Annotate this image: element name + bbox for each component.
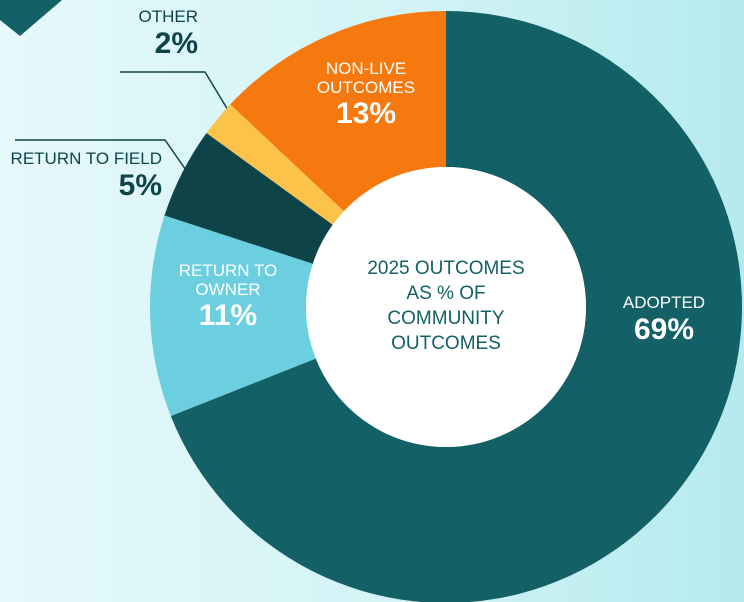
- value-label: 2%: [154, 26, 198, 60]
- category-label: NON-LIVE OUTCOMES: [316, 59, 416, 97]
- slice-label: RETURN TO OWNER 11%: [168, 261, 288, 333]
- slice-label: NON-LIVE OUTCOMES 13%: [306, 59, 426, 131]
- category-label: RETURN TO OWNER: [178, 261, 278, 299]
- donut-slice: [150, 215, 316, 416]
- donut-slice: [206, 104, 344, 225]
- slice-label: ADOPTED 69%: [604, 293, 724, 346]
- value-label: 13%: [335, 97, 397, 131]
- leader-line: [15, 139, 189, 174]
- category-label: RETURN TO FIELD: [10, 149, 162, 168]
- category-label: OTHER: [138, 7, 199, 26]
- value-label: 11%: [198, 299, 258, 333]
- donut-slice: [164, 133, 333, 264]
- slice-label: RETURN TO FIELD 5%: [0, 149, 162, 202]
- value-label: 69%: [633, 312, 695, 346]
- corner-decoration: [0, 0, 62, 36]
- donut-hole: [306, 167, 586, 447]
- center-label: 2025 OUTCOMES AS % OF COMMUNITY OUTCOMES: [367, 258, 525, 355]
- value-label: 5%: [118, 168, 162, 202]
- leader-line: [120, 71, 238, 126]
- category-label: ADOPTED: [622, 293, 706, 312]
- donut-slice: [170, 11, 742, 602]
- slice-label: OTHER 2%: [60, 7, 199, 60]
- donut-slice: [230, 11, 446, 212]
